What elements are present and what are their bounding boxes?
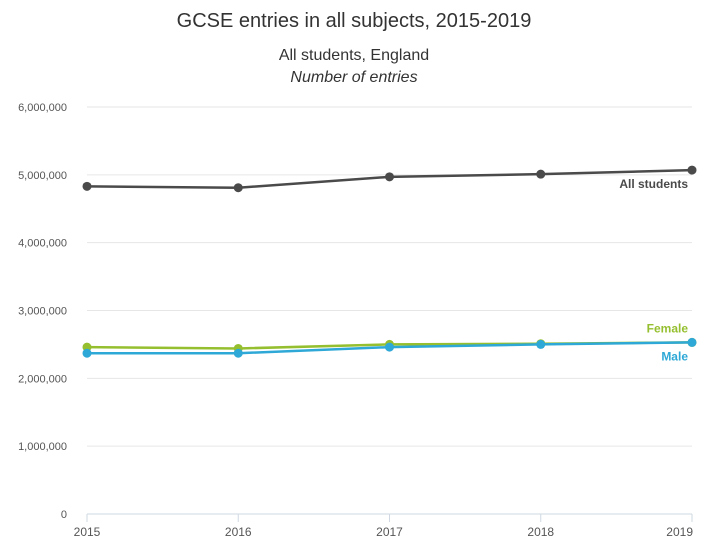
data-point-all-students: [536, 169, 546, 179]
x-tick-label: 2017: [376, 525, 403, 539]
chart-title: GCSE entries in all subjects, 2015-2019: [176, 10, 532, 32]
data-point-male: [385, 342, 394, 352]
data-point-male: [233, 348, 243, 358]
y-tick-label: 2,000,000: [18, 373, 67, 385]
data-point-male: [687, 337, 697, 347]
chart-subtitle-units: Number of entries: [290, 69, 418, 86]
chart-subtitle: All students, England: [278, 47, 430, 64]
data-point-all-students: [82, 181, 92, 191]
x-tick-label: 2019: [666, 525, 693, 539]
data-point-male: [82, 348, 92, 358]
x-tick-label: 2018: [527, 525, 554, 539]
series-lines: [82, 165, 697, 358]
x-tick-label: 2016: [225, 525, 252, 539]
x-tick-label: 2015: [74, 525, 101, 539]
y-tick-label: 4,000,000: [18, 238, 67, 250]
y-tick-label: 3,000,000: [18, 306, 67, 318]
series-label-all-students: All students: [619, 177, 688, 191]
axes: 0 1,000,000 2,000,000 3,000,000 4,000,000 5,0…: [18, 102, 693, 539]
y-tick-label: 6,000,000: [18, 102, 67, 114]
data-point-all-students: [385, 172, 394, 182]
series-label-female: Female: [647, 321, 689, 335]
gridlines: [87, 106, 692, 447]
y-tick-label: 0: [61, 509, 67, 521]
series-label-male: Male: [661, 349, 688, 363]
data-point-all-students: [233, 183, 243, 193]
data-point-all-students: [687, 165, 697, 175]
series-labels: All students Female Male: [619, 177, 688, 363]
data-point-male: [536, 339, 546, 349]
y-tick-label: 5,000,000: [18, 170, 67, 182]
y-tick-label: 1,000,000: [18, 441, 67, 453]
